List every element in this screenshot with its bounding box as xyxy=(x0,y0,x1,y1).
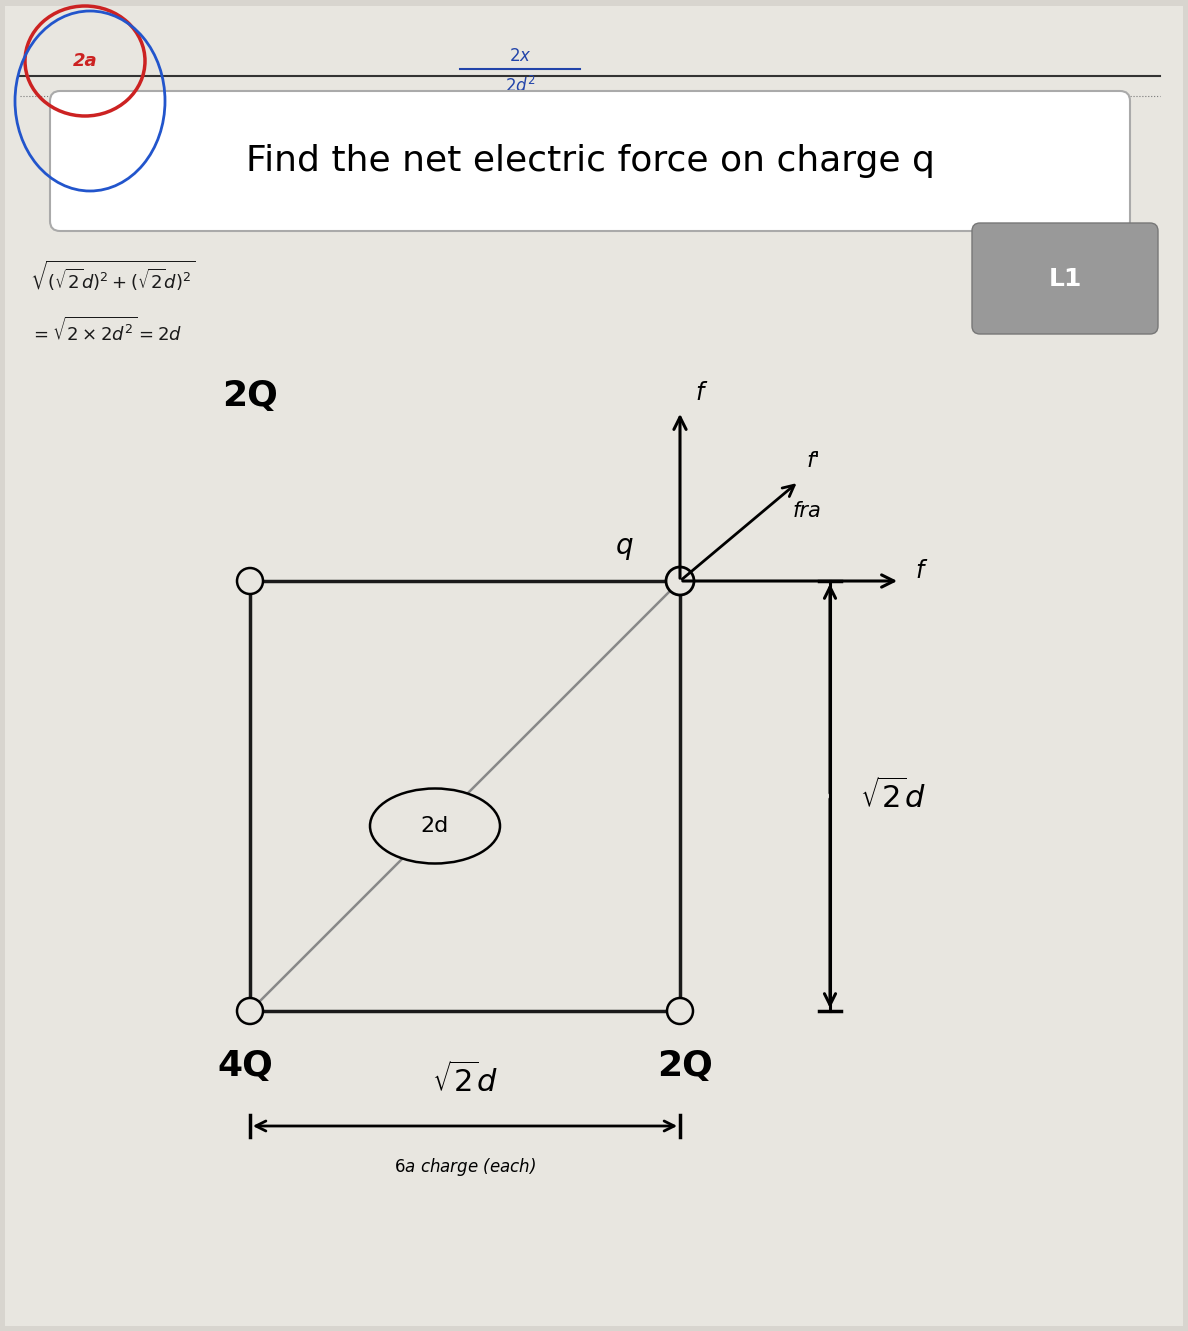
Text: $= \sqrt{2\times2d^2} = 2d$: $= \sqrt{2\times2d^2} = 2d$ xyxy=(30,317,182,345)
Text: q: q xyxy=(617,532,634,560)
FancyBboxPatch shape xyxy=(50,91,1130,232)
Circle shape xyxy=(236,998,263,1024)
Text: Find the net electric force on charge q: Find the net electric force on charge q xyxy=(246,144,935,178)
Text: L1: L1 xyxy=(1048,268,1082,291)
Text: $\sqrt{2}d$: $\sqrt{2}d$ xyxy=(860,779,925,815)
Text: $2x$: $2x$ xyxy=(508,47,531,65)
Circle shape xyxy=(666,567,694,595)
Text: 2a: 2a xyxy=(72,52,97,71)
Text: fra: fra xyxy=(792,502,821,522)
Text: 2d: 2d xyxy=(421,816,449,836)
Circle shape xyxy=(666,998,693,1024)
Text: f': f' xyxy=(807,451,821,471)
Text: $2d^2$: $2d^2$ xyxy=(505,76,536,96)
Ellipse shape xyxy=(369,788,500,864)
FancyBboxPatch shape xyxy=(5,7,1183,1326)
Text: $6a$ charge (each): $6a$ charge (each) xyxy=(394,1157,536,1178)
Text: $\sqrt{(\sqrt{2}d)^2+(\sqrt{2}d)^2}$: $\sqrt{(\sqrt{2}d)^2+(\sqrt{2}d)^2}$ xyxy=(30,258,195,293)
FancyBboxPatch shape xyxy=(972,224,1158,334)
Text: 4Q: 4Q xyxy=(217,1049,273,1083)
Text: f: f xyxy=(695,381,703,405)
Text: $\sqrt{2}d$: $\sqrt{2}d$ xyxy=(432,1062,498,1098)
Circle shape xyxy=(236,568,263,594)
Text: 2Q: 2Q xyxy=(657,1049,713,1083)
Text: f: f xyxy=(915,559,923,583)
Text: 2Q: 2Q xyxy=(222,379,278,413)
